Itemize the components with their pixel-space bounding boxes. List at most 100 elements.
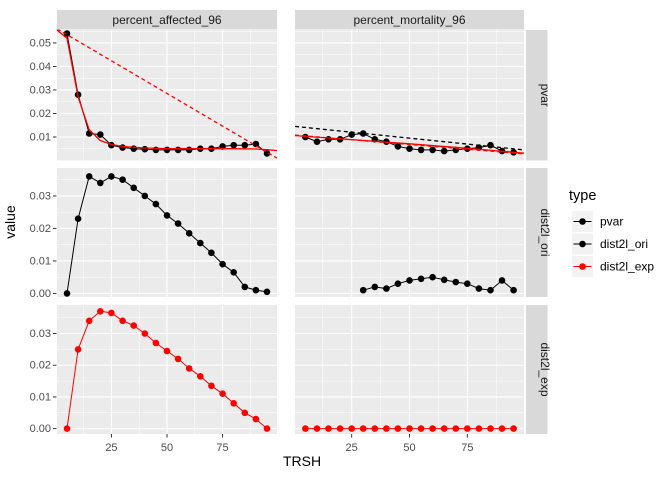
series-dist2l-ori-data xyxy=(359,273,517,294)
dist2l-exp-data-point xyxy=(440,425,448,432)
dist2l-ori-data-point xyxy=(219,260,226,268)
dist2l-exp-data-point xyxy=(119,317,126,325)
dist2l-ori-data-point xyxy=(263,288,271,296)
pvar-data-point xyxy=(174,146,182,154)
legend-title: type xyxy=(569,188,596,204)
dist2l-ori-data-point xyxy=(230,269,237,276)
strip-background xyxy=(526,168,548,297)
dist2l-ori-data-point xyxy=(359,286,367,294)
x-axis-title: TRSH xyxy=(283,453,321,469)
facet-strip-top-percent_affected_96: percent_affected_96 xyxy=(57,10,277,30)
legend-entry-dist2l_ori: dist2l_ori xyxy=(572,233,648,255)
dist2l-ori-data-point xyxy=(440,276,448,284)
y-tick-label: 0.01 xyxy=(30,391,51,403)
dist2l-exp-fit-line xyxy=(294,134,525,154)
dist2l-ori-fit-line xyxy=(56,28,278,159)
dist2l-ori-data-point xyxy=(141,192,149,200)
pvar-data-point xyxy=(394,143,402,150)
panel-pvar-percent_mortality_96 xyxy=(294,30,525,161)
pvar-data-point xyxy=(141,145,149,153)
pvar-data-point xyxy=(219,143,226,150)
dist2l-ori-data-point xyxy=(406,277,413,284)
dist2l-ori-data-point xyxy=(417,275,425,283)
y-tick-label: 0.00 xyxy=(30,423,51,435)
dist2l-ori-data-point xyxy=(394,280,402,288)
dist2l-exp-data-point xyxy=(152,339,160,347)
dist2l-ori-data-point xyxy=(119,176,126,183)
pvar-data-point xyxy=(440,147,448,155)
dist2l-exp-data-point xyxy=(130,322,137,329)
legend-key-point xyxy=(579,218,586,225)
pvar-data-point xyxy=(429,146,436,154)
legend-entry-label: pvar xyxy=(600,215,623,229)
series-dist2l-ori-data xyxy=(63,173,271,297)
dist2l-exp-data-point xyxy=(63,425,71,432)
x-tick-label: 75 xyxy=(461,442,473,454)
series-pvar-linear-fit xyxy=(294,125,525,151)
x-tick-label: 50 xyxy=(161,442,173,454)
dist2l-ori-data-point xyxy=(464,280,471,288)
dist2l-exp-data-point xyxy=(208,382,215,390)
dist2l-ori-data-point xyxy=(510,286,517,294)
dist2l-exp-data-point xyxy=(464,425,471,432)
x-tick-label: 25 xyxy=(346,442,358,454)
dist2l-exp-data-point xyxy=(406,425,413,432)
dist2l-ori-data-point xyxy=(163,212,171,219)
series-dist2l-ori-fit xyxy=(56,28,278,159)
dist2l-ori-data-point xyxy=(152,200,160,208)
facet-row-label: pvar xyxy=(538,84,552,107)
panel-dist2l_exp-percent_mortality_96 xyxy=(295,305,524,434)
dist2l-exp-data-point xyxy=(163,347,171,355)
panel-dist2l_ori-percent_mortality_96 xyxy=(295,168,524,297)
strip-background xyxy=(526,30,548,161)
y-axis-row-dist2l_exp: 0.00 0.01 0.02 0.03 xyxy=(30,328,57,435)
legend-entry-pvar: pvar xyxy=(572,211,623,232)
dist2l-exp-data-point xyxy=(452,425,460,432)
pvar-linear-fit-line xyxy=(294,125,525,151)
dist2l-exp-data-point xyxy=(263,425,271,432)
y-tick-label: 0.04 xyxy=(30,61,51,73)
x-tick-label: 25 xyxy=(105,442,117,454)
series-dist2l-exp-data xyxy=(302,425,517,432)
pvar-data-point xyxy=(97,131,104,138)
dist2l-exp-data-point xyxy=(141,330,149,337)
pvar-data-point xyxy=(85,130,93,137)
facet-strip-right-pvar: pvar xyxy=(526,30,552,161)
dist2l-exp-data-point xyxy=(185,365,193,372)
pvar-data-point xyxy=(152,146,160,154)
series-dist2l-exp-fit xyxy=(56,29,278,152)
pvar-data-point xyxy=(325,136,332,143)
gridlines xyxy=(57,168,277,297)
y-tick-label: 0.02 xyxy=(30,360,51,372)
legend-entry-dist2l_exp: dist2l_exp xyxy=(572,256,654,277)
facet-strip-right-dist2l_exp: dist2l_exp xyxy=(526,305,552,434)
pvar-data-point xyxy=(406,145,413,152)
legend-entry-label: dist2l_exp xyxy=(600,260,654,274)
dist2l-ori-data-point xyxy=(241,283,249,291)
facet-column-label: percent_mortality_96 xyxy=(353,13,465,27)
y-axis-row-pvar: 0.01 0.02 0.03 0.04 0.05 xyxy=(30,37,57,143)
dist2l-exp-data-point xyxy=(252,415,260,423)
y-tick-label: 0.03 xyxy=(30,328,51,340)
dist2l-exp-data-point xyxy=(241,409,249,417)
y-tick-label: 0.01 xyxy=(30,131,51,143)
panel-pvar-percent_affected_96 xyxy=(56,28,278,161)
x-tick-label: 75 xyxy=(216,442,228,454)
dist2l-exp-data-point xyxy=(219,390,226,398)
pvar-data-point xyxy=(313,138,321,145)
legend-key-point xyxy=(579,263,586,270)
dist2l-ori-data-point xyxy=(63,290,71,297)
dist2l-ori-data-point xyxy=(197,239,204,247)
pvar-data-point xyxy=(230,141,237,149)
series-dist2l-exp-fit xyxy=(294,134,525,154)
y-tick-label: 0.00 xyxy=(30,288,51,300)
gridlines xyxy=(295,30,524,161)
facet-row-label: dist2l_ori xyxy=(538,208,552,256)
dist2l-ori-data-point xyxy=(85,173,93,180)
dist2l-exp-data-point xyxy=(359,425,367,432)
strip-background xyxy=(526,305,548,434)
panel-dist2l_exp-percent_affected_96 xyxy=(57,305,277,434)
panel-dist2l_ori-percent_affected_96 xyxy=(57,168,277,297)
